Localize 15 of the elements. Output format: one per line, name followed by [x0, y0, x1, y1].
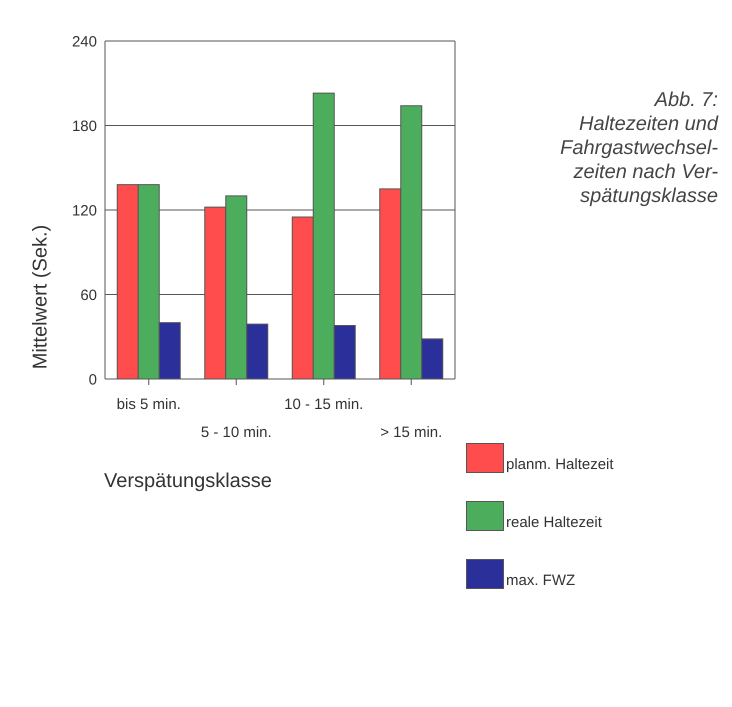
y-axis-title: Mittelwert (Sek.) [30, 224, 52, 370]
x-axis-title: Verspätungsklasse [104, 470, 272, 493]
legend-label: max. FWZ [506, 572, 576, 589]
y-tick-label: 120 [72, 202, 97, 220]
x-tick-label: 5 - 10 min. [200, 424, 272, 441]
legend-label: planm. Haltezeit [506, 456, 614, 473]
legend-label: reale Haltezeit [506, 514, 602, 531]
y-tick-label: 0 [88, 371, 97, 388]
text: Abb. 7: Haltezeiten und Fahrgastwechsel- zeiten nach Ver- spätungsklasse [560, 88, 718, 208]
y-tick-label: 240 [72, 33, 97, 50]
y-tick-label: 60 [80, 286, 97, 304]
y-tick-label: 180 [72, 118, 97, 135]
x-tick-label: bis 5 min. [116, 396, 181, 413]
x-tick-label: > 15 min. [380, 424, 442, 441]
x-tick-label: 10 - 15 min. [284, 396, 364, 413]
